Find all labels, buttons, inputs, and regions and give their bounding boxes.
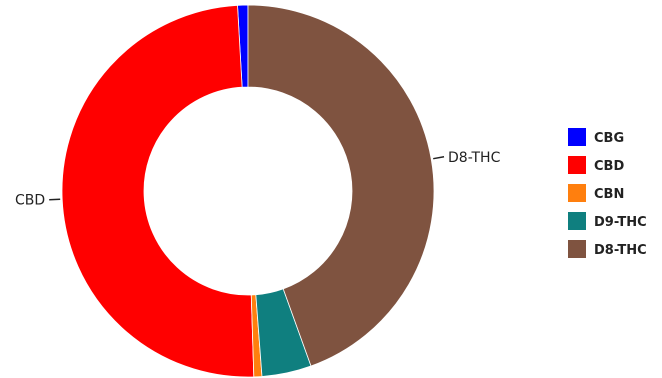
slice-label-d8-thc: D8-THC [448,150,501,166]
legend-label-cbn: CBN [594,187,624,202]
legend-swatch-cbn [568,184,586,202]
slices-group [61,4,435,378]
slice-labels-group: CBD D8-THC [15,150,501,209]
legend-label-cbd: CBD [594,159,624,174]
legend: CBG CBD CBN D9-THC D8-THC [568,128,647,258]
legend-swatch-cbd [568,156,586,174]
legend-label-d8-thc: D8-THC [594,243,647,258]
label-leader-d8-thc [433,156,445,160]
legend-swatch-d8-thc [568,240,586,258]
slice-d8-thc [247,4,435,367]
legend-swatch-cbg [568,128,586,146]
slice-cbd [61,4,255,378]
legend-label-cbg: CBG [594,131,624,146]
legend-swatch-d9-thc [568,212,586,230]
slice-label-cbd: CBD [15,193,45,209]
legend-label-d9-thc: D9-THC [594,215,647,230]
